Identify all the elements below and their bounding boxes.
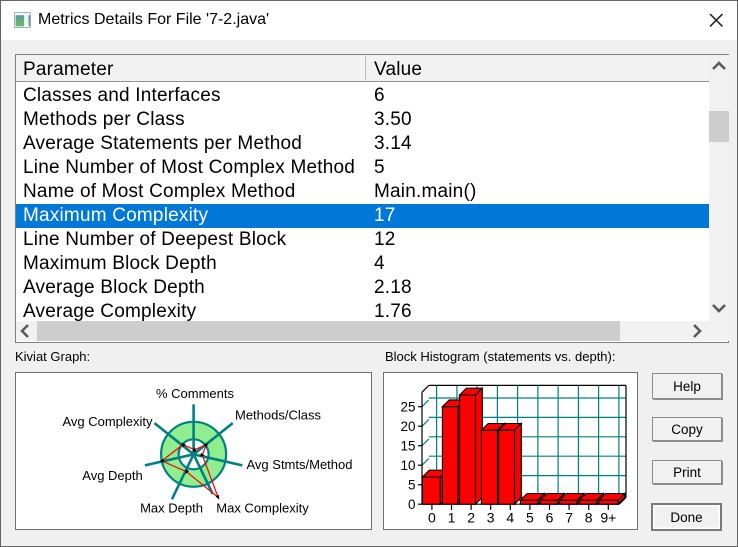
svg-text:1: 1 (448, 509, 456, 525)
svg-text:25: 25 (400, 399, 415, 414)
svg-text:5: 5 (408, 477, 416, 492)
svg-text:4: 4 (506, 509, 514, 525)
svg-text:0: 0 (408, 497, 416, 512)
svg-text:2: 2 (467, 509, 475, 525)
svg-text:Max Complexity: Max Complexity (216, 501, 309, 516)
svg-text:3: 3 (487, 509, 495, 525)
svg-text:Methods/Class: Methods/Class (235, 408, 321, 423)
svg-text:20: 20 (400, 419, 415, 434)
svg-text:Avg Stmts/Method: Avg Stmts/Method (247, 457, 353, 472)
svg-text:Avg Depth: Avg Depth (82, 468, 142, 483)
svg-text:Avg Complexity: Avg Complexity (62, 414, 153, 429)
svg-text:5: 5 (526, 509, 534, 525)
svg-text:% Comments: % Comments (156, 386, 235, 401)
svg-text:6: 6 (546, 509, 554, 525)
svg-text:8: 8 (585, 509, 593, 525)
svg-text:7: 7 (565, 509, 573, 525)
svg-text:9+: 9+ (600, 509, 616, 525)
svg-text:Max Depth: Max Depth (140, 501, 203, 516)
svg-text:10: 10 (400, 458, 415, 473)
svg-text:0: 0 (428, 509, 436, 525)
svg-text:15: 15 (400, 438, 415, 453)
